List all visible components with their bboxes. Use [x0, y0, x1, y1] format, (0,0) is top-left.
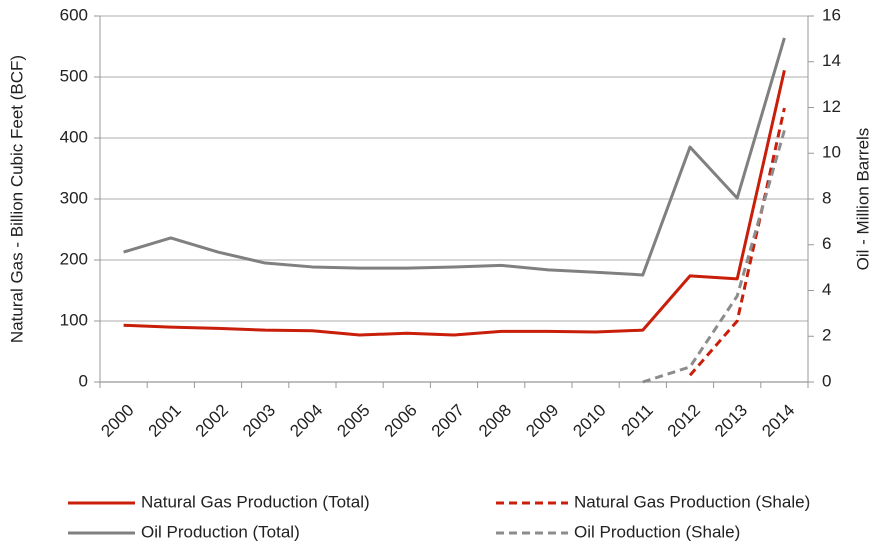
- x-tick-label: 2003: [239, 401, 279, 441]
- y2-tick-label: 8: [822, 188, 831, 207]
- y-tick-label: 100: [60, 310, 88, 329]
- series-line: [123, 69, 786, 337]
- series-line: [642, 129, 786, 384]
- x-tick-label: 2009: [522, 401, 562, 441]
- x-tick-label: 2004: [286, 401, 326, 441]
- x-tick-label: 2010: [569, 401, 609, 441]
- x-tick-label: 2011: [618, 401, 657, 440]
- y2-tick-label: 10: [822, 143, 841, 162]
- x-tick-label: 2007: [428, 401, 468, 441]
- x-tick-label: 2012: [664, 401, 704, 441]
- x-tick-label: 2008: [475, 401, 515, 441]
- legend-label: Oil Production (Shale): [574, 522, 740, 541]
- y2-tick-label: 16: [822, 5, 841, 24]
- y-tick-label: 500: [60, 66, 88, 85]
- y-tick-label: 600: [60, 5, 88, 24]
- series-line: [123, 37, 786, 277]
- x-tick-label: 2006: [381, 401, 421, 441]
- x-tick-label: 2001: [145, 401, 185, 441]
- y-tick-label: 400: [60, 127, 88, 146]
- y-tick-label: 300: [60, 188, 88, 207]
- x-tick-label: 2013: [711, 401, 751, 441]
- y-tick-label: 0: [79, 371, 88, 390]
- x-tick-label: 2000: [97, 401, 137, 441]
- legend-label: Oil Production (Total): [141, 522, 300, 541]
- y-axis-label: Natural Gas - Billion Cubic Feet (BCF): [7, 55, 26, 343]
- y2-tick-label: 6: [822, 234, 831, 253]
- y2-tick-label: 14: [822, 51, 841, 70]
- x-tick-label: 2014: [758, 401, 798, 441]
- y2-tick-label: 12: [822, 97, 841, 116]
- x-tick-label: 2002: [192, 401, 232, 441]
- legend-label: Natural Gas Production (Shale): [574, 492, 810, 511]
- y2-tick-label: 2: [822, 326, 831, 345]
- x-tick-label: 2005: [333, 401, 373, 441]
- y2-tick-label: 4: [822, 280, 831, 299]
- y-tick-label: 200: [60, 249, 88, 268]
- y2-tick-label: 0: [822, 371, 831, 390]
- y2-axis-label: Oil - Million Barrels: [853, 128, 872, 271]
- series-line: [688, 107, 786, 377]
- legend-label: Natural Gas Production (Total): [141, 492, 370, 511]
